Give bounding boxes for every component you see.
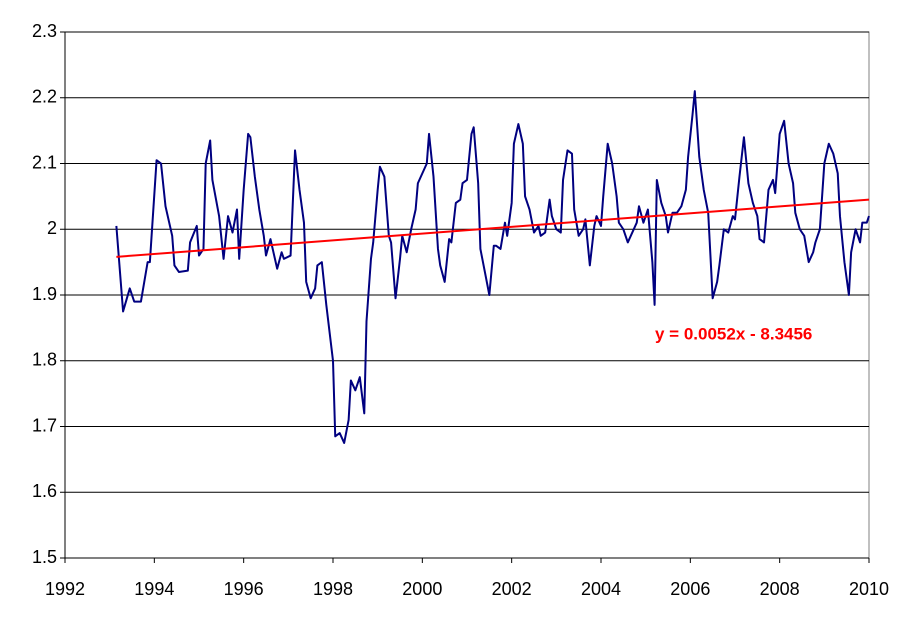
x-tick-label: 1994	[134, 579, 174, 599]
y-tick-label: 1.9	[32, 284, 57, 304]
y-tick-label: 2.1	[32, 152, 57, 172]
x-tick-label: 2002	[492, 579, 532, 599]
x-tick-label: 1998	[313, 579, 353, 599]
x-tick-label: 2000	[402, 579, 442, 599]
y-tick-label: 1.7	[32, 415, 57, 435]
x-tick-label: 1996	[224, 579, 264, 599]
x-tick-label: 2004	[581, 579, 621, 599]
x-tick-label: 2006	[670, 579, 710, 599]
x-tick-label: 2010	[849, 579, 889, 599]
x-tick-label: 1992	[45, 579, 85, 599]
y-tick-label: 2.3	[32, 21, 57, 41]
trend-equation: y = 0.0052x - 8.3456	[655, 324, 812, 343]
data-line	[115, 90, 870, 444]
y-tick-label: 2.2	[32, 87, 57, 107]
y-tick-label: 2	[47, 218, 57, 238]
y-tick-label: 1.6	[32, 481, 57, 501]
y-tick-label: 1.5	[32, 547, 57, 567]
y-tick-label: 1.8	[32, 350, 57, 370]
x-tick-label: 2008	[760, 579, 800, 599]
trend-line	[116, 198, 870, 258]
